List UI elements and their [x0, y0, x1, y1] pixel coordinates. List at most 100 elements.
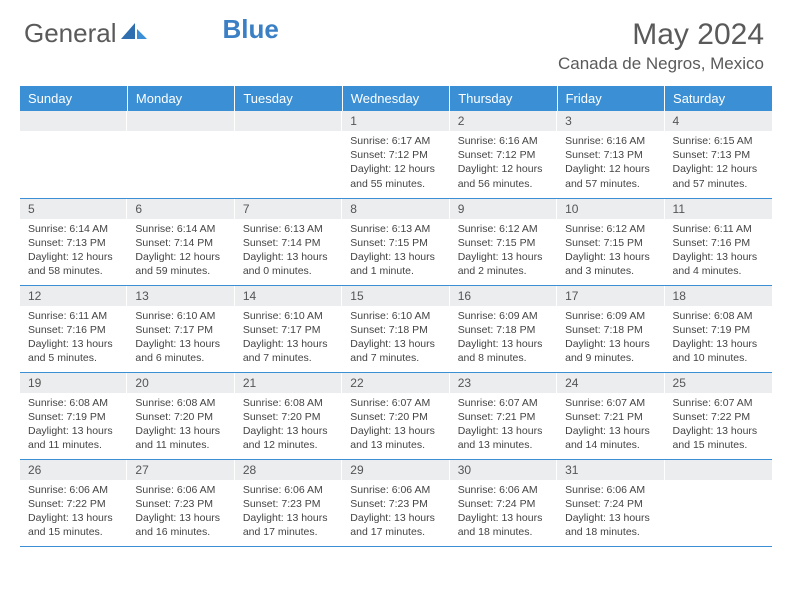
calendar-cell: 29Sunrise: 6:06 AMSunset: 7:23 PMDayligh…: [342, 459, 449, 546]
sunrise-text: Sunrise: 6:06 AM: [243, 483, 336, 497]
day-details: Sunrise: 6:06 AMSunset: 7:23 PMDaylight:…: [342, 480, 449, 543]
calendar-cell: 3Sunrise: 6:16 AMSunset: 7:13 PMDaylight…: [557, 111, 664, 198]
logo-text-1: General: [24, 18, 117, 49]
daylight-text-1: Daylight: 13 hours: [135, 511, 228, 525]
day-number: 8: [342, 199, 449, 219]
day-details: Sunrise: 6:11 AMSunset: 7:16 PMDaylight:…: [665, 219, 772, 282]
daylight-text-1: Daylight: 13 hours: [243, 337, 336, 351]
day-number: [20, 111, 127, 131]
calendar-cell: 6Sunrise: 6:14 AMSunset: 7:14 PMDaylight…: [127, 198, 234, 285]
sunrise-text: Sunrise: 6:08 AM: [673, 309, 766, 323]
day-details: Sunrise: 6:09 AMSunset: 7:18 PMDaylight:…: [450, 306, 557, 369]
sunset-text: Sunset: 7:24 PM: [458, 497, 551, 511]
day-number: [235, 111, 342, 131]
daylight-text-2: and 18 minutes.: [565, 525, 658, 539]
daylight-text-2: and 17 minutes.: [350, 525, 443, 539]
sunset-text: Sunset: 7:13 PM: [565, 148, 658, 162]
daylight-text-2: and 13 minutes.: [350, 438, 443, 452]
day-details: Sunrise: 6:06 AMSunset: 7:23 PMDaylight:…: [127, 480, 234, 543]
day-header: Thursday: [450, 86, 557, 111]
calendar-cell: 20Sunrise: 6:08 AMSunset: 7:20 PMDayligh…: [127, 372, 234, 459]
sunset-text: Sunset: 7:15 PM: [350, 236, 443, 250]
sunset-text: Sunset: 7:21 PM: [565, 410, 658, 424]
day-number: 22: [342, 373, 449, 393]
sunset-text: Sunset: 7:17 PM: [243, 323, 336, 337]
sunset-text: Sunset: 7:20 PM: [135, 410, 228, 424]
calendar-cell: 1Sunrise: 6:17 AMSunset: 7:12 PMDaylight…: [342, 111, 449, 198]
calendar-cell: 22Sunrise: 6:07 AMSunset: 7:20 PMDayligh…: [342, 372, 449, 459]
daylight-text-1: Daylight: 13 hours: [28, 337, 121, 351]
day-details: Sunrise: 6:14 AMSunset: 7:14 PMDaylight:…: [127, 219, 234, 282]
month-title: May 2024: [558, 18, 764, 52]
sunset-text: Sunset: 7:14 PM: [243, 236, 336, 250]
sunset-text: Sunset: 7:23 PM: [135, 497, 228, 511]
sunset-text: Sunset: 7:20 PM: [350, 410, 443, 424]
sunrise-text: Sunrise: 6:06 AM: [350, 483, 443, 497]
day-details: Sunrise: 6:13 AMSunset: 7:14 PMDaylight:…: [235, 219, 342, 282]
day-details: Sunrise: 6:16 AMSunset: 7:12 PMDaylight:…: [450, 131, 557, 194]
calendar-cell: 31Sunrise: 6:06 AMSunset: 7:24 PMDayligh…: [557, 459, 664, 546]
sunrise-text: Sunrise: 6:13 AM: [243, 222, 336, 236]
day-number: 30: [450, 460, 557, 480]
sunset-text: Sunset: 7:22 PM: [673, 410, 766, 424]
daylight-text-2: and 4 minutes.: [673, 264, 766, 278]
header: General Blue May 2024 Canada de Negros, …: [0, 0, 792, 78]
sunset-text: Sunset: 7:19 PM: [28, 410, 121, 424]
day-details: Sunrise: 6:08 AMSunset: 7:20 PMDaylight:…: [127, 393, 234, 456]
calendar-cell: 23Sunrise: 6:07 AMSunset: 7:21 PMDayligh…: [450, 372, 557, 459]
calendar-cell: 16Sunrise: 6:09 AMSunset: 7:18 PMDayligh…: [450, 285, 557, 372]
day-details: Sunrise: 6:10 AMSunset: 7:17 PMDaylight:…: [235, 306, 342, 369]
calendar-row: 12Sunrise: 6:11 AMSunset: 7:16 PMDayligh…: [20, 285, 772, 372]
daylight-text-2: and 15 minutes.: [28, 525, 121, 539]
sunrise-text: Sunrise: 6:08 AM: [243, 396, 336, 410]
sunrise-text: Sunrise: 6:06 AM: [28, 483, 121, 497]
sunrise-text: Sunrise: 6:07 AM: [565, 396, 658, 410]
calendar-cell: 15Sunrise: 6:10 AMSunset: 7:18 PMDayligh…: [342, 285, 449, 372]
sunrise-text: Sunrise: 6:07 AM: [458, 396, 551, 410]
daylight-text-2: and 11 minutes.: [135, 438, 228, 452]
day-header: Monday: [127, 86, 234, 111]
calendar-row: 19Sunrise: 6:08 AMSunset: 7:19 PMDayligh…: [20, 372, 772, 459]
day-number: 27: [127, 460, 234, 480]
title-block: May 2024 Canada de Negros, Mexico: [558, 18, 764, 74]
day-number: 6: [127, 199, 234, 219]
daylight-text-2: and 7 minutes.: [350, 351, 443, 365]
day-number: 23: [450, 373, 557, 393]
calendar-cell: 4Sunrise: 6:15 AMSunset: 7:13 PMDaylight…: [665, 111, 772, 198]
daylight-text-2: and 59 minutes.: [135, 264, 228, 278]
day-number: [127, 111, 234, 131]
calendar-cell: 8Sunrise: 6:13 AMSunset: 7:15 PMDaylight…: [342, 198, 449, 285]
day-number: 12: [20, 286, 127, 306]
day-details: Sunrise: 6:12 AMSunset: 7:15 PMDaylight:…: [557, 219, 664, 282]
sunrise-text: Sunrise: 6:16 AM: [565, 134, 658, 148]
day-number: 28: [235, 460, 342, 480]
day-number: 19: [20, 373, 127, 393]
day-details: Sunrise: 6:07 AMSunset: 7:21 PMDaylight:…: [557, 393, 664, 456]
calendar-cell: 12Sunrise: 6:11 AMSunset: 7:16 PMDayligh…: [20, 285, 127, 372]
calendar-cell: 10Sunrise: 6:12 AMSunset: 7:15 PMDayligh…: [557, 198, 664, 285]
day-number: 11: [665, 199, 772, 219]
calendar-row: 26Sunrise: 6:06 AMSunset: 7:22 PMDayligh…: [20, 459, 772, 546]
day-number: 16: [450, 286, 557, 306]
sunrise-text: Sunrise: 6:14 AM: [135, 222, 228, 236]
daylight-text-2: and 1 minute.: [350, 264, 443, 278]
day-number: 2: [450, 111, 557, 131]
calendar-cell: [235, 111, 342, 198]
day-details: Sunrise: 6:09 AMSunset: 7:18 PMDaylight:…: [557, 306, 664, 369]
daylight-text-2: and 15 minutes.: [673, 438, 766, 452]
sunrise-text: Sunrise: 6:09 AM: [565, 309, 658, 323]
day-number: 21: [235, 373, 342, 393]
sunset-text: Sunset: 7:18 PM: [350, 323, 443, 337]
calendar-table: SundayMondayTuesdayWednesdayThursdayFrid…: [20, 86, 772, 547]
calendar-cell: 17Sunrise: 6:09 AMSunset: 7:18 PMDayligh…: [557, 285, 664, 372]
day-details: Sunrise: 6:11 AMSunset: 7:16 PMDaylight:…: [20, 306, 127, 369]
day-details: Sunrise: 6:12 AMSunset: 7:15 PMDaylight:…: [450, 219, 557, 282]
day-details: Sunrise: 6:08 AMSunset: 7:19 PMDaylight:…: [20, 393, 127, 456]
day-details: Sunrise: 6:13 AMSunset: 7:15 PMDaylight:…: [342, 219, 449, 282]
sunset-text: Sunset: 7:17 PM: [135, 323, 228, 337]
daylight-text-1: Daylight: 13 hours: [458, 337, 551, 351]
sunrise-text: Sunrise: 6:10 AM: [350, 309, 443, 323]
sunset-text: Sunset: 7:16 PM: [673, 236, 766, 250]
sunset-text: Sunset: 7:18 PM: [458, 323, 551, 337]
day-details: Sunrise: 6:08 AMSunset: 7:20 PMDaylight:…: [235, 393, 342, 456]
